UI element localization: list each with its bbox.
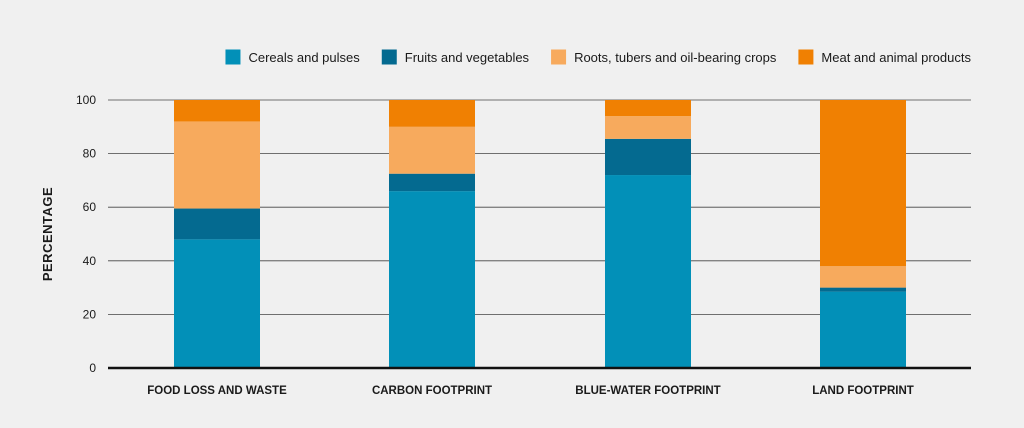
- bar-segment: [389, 173, 475, 192]
- bar-segment: [389, 191, 475, 368]
- x-category-label: FOOD LOSS AND WASTE: [147, 385, 287, 397]
- bar-segment: [820, 266, 906, 288]
- x-category-label: LAND FOOTPRINT: [812, 385, 914, 397]
- y-tick-label: 40: [83, 254, 97, 268]
- x-category-label: CARBON FOOTPRINT: [372, 385, 492, 397]
- bar-segment: [174, 121, 260, 209]
- legend-label: Meat and animal products: [821, 50, 971, 65]
- x-category-label: BLUE-WATER FOOTPRINT: [575, 385, 720, 397]
- y-tick-label: 80: [83, 147, 97, 161]
- bar-segment: [389, 100, 475, 127]
- y-tick-label: 20: [83, 307, 97, 321]
- y-tick-label: 0: [89, 361, 96, 375]
- bar-segment: [820, 291, 906, 368]
- legend-swatch: [551, 49, 567, 65]
- legend-label: Roots, tubers and oil-bearing crops: [574, 50, 777, 65]
- y-tick-label: 100: [76, 93, 96, 107]
- legend-swatch: [225, 49, 241, 65]
- bar-segment: [820, 100, 906, 267]
- bar-segment: [174, 208, 260, 240]
- y-tick-label: 60: [83, 200, 97, 214]
- legend-label: Cereals and pulses: [248, 50, 360, 65]
- legend-swatch: [798, 49, 814, 65]
- bar-segment: [605, 138, 691, 176]
- bars: [174, 100, 906, 368]
- bar-segment: [605, 175, 691, 368]
- bar-segment: [174, 100, 260, 122]
- bar-segment: [389, 126, 475, 174]
- bar-segment: [605, 100, 691, 117]
- bar-segment: [605, 116, 691, 139]
- bar-segment: [820, 287, 906, 292]
- legend-label: Fruits and vegetables: [405, 50, 530, 65]
- y-axis-label: PERCENTAGE: [40, 187, 55, 281]
- axes: 0 20 40 60 80 100 FOOD LOSS AND WASTE CARBON FO…: [40, 93, 971, 397]
- legend: Cereals and pulses Fruits and vegetables R…: [225, 49, 971, 65]
- legend-swatch: [381, 49, 397, 65]
- bar-segment: [174, 239, 260, 368]
